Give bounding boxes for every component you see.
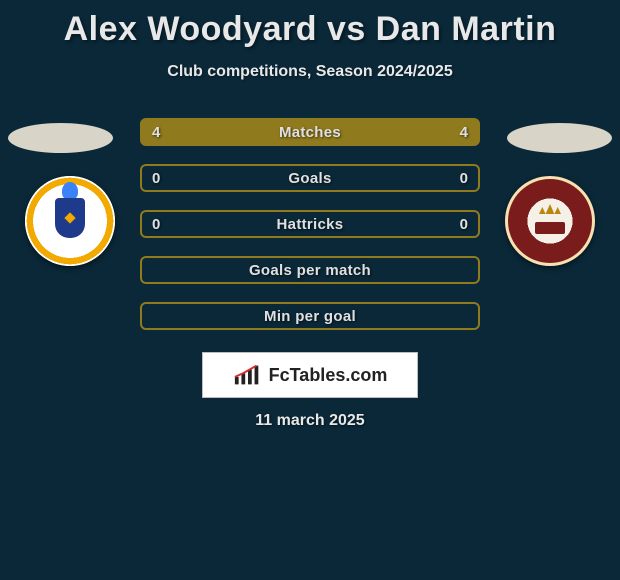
date-label: 11 march 2025 (0, 412, 620, 430)
stat-bars: Matches44Goals00Hattricks00Goals per mat… (140, 118, 480, 348)
stat-label: Matches (142, 120, 478, 144)
stat-label: Goals (142, 166, 478, 190)
player-marker-right (507, 123, 612, 153)
stat-label: Min per goal (142, 304, 478, 328)
crest-shield-icon (55, 198, 85, 238)
page-title: Alex Woodyard vs Dan Martin (0, 0, 620, 49)
stat-row: Goals per match (140, 256, 480, 284)
comparison-stage: Matches44Goals00Hattricks00Goals per mat… (0, 108, 620, 358)
player-marker-left (8, 123, 113, 153)
source-logo: FcTables.com (202, 352, 418, 398)
stat-row: Min per goal (140, 302, 480, 330)
stat-value-left: 0 (142, 166, 170, 190)
stat-value-right: 0 (450, 212, 478, 236)
bar-chart-icon (233, 363, 263, 387)
page-subtitle: Club competitions, Season 2024/2025 (0, 63, 620, 81)
stat-value-left: 0 (142, 212, 170, 236)
stat-row: Hattricks0 0 (140, 210, 480, 238)
stat-label: Goals per match (142, 258, 478, 282)
stat-value-right: 4 (450, 120, 478, 144)
source-logo-text: FcTables.com (269, 365, 388, 386)
stat-label: Hattricks (142, 212, 478, 236)
stat-row: Matches4 4 (140, 118, 480, 146)
stat-value-left: 4 (142, 120, 170, 144)
crest-banner-icon (535, 222, 565, 234)
club-crest-right (505, 176, 595, 266)
stat-row: Goals0 0 (140, 164, 480, 192)
stat-value-right: 0 (450, 166, 478, 190)
club-crest-left (25, 176, 115, 266)
